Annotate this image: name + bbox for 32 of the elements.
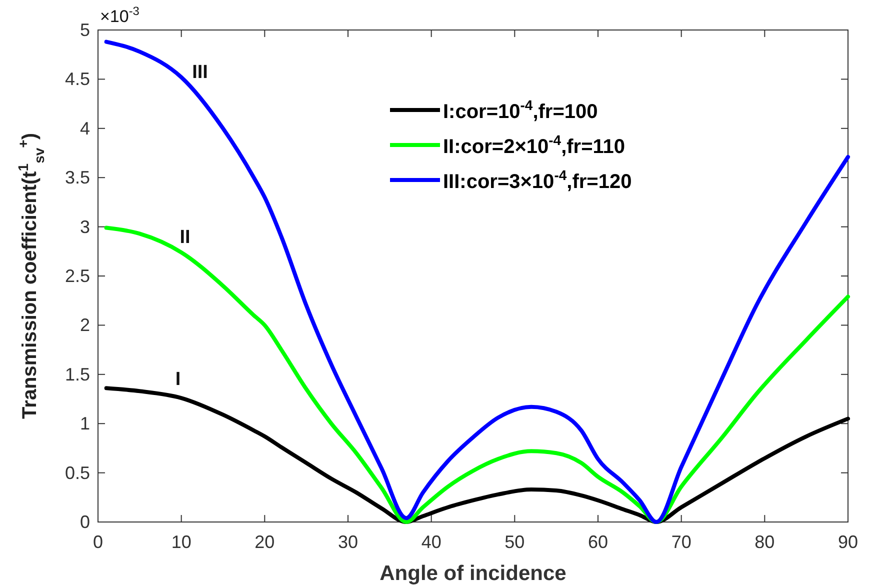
annotation: III xyxy=(192,62,208,83)
y-tick-label: 0.5 xyxy=(64,462,90,483)
x-tick-label: 50 xyxy=(504,532,525,552)
annotation: II xyxy=(180,227,190,248)
x-tick-label: 0 xyxy=(92,532,104,552)
x-tick-label: 90 xyxy=(838,532,858,552)
legend-label: III:cor=3×10$^{-4}$,fr=120 xyxy=(443,167,632,193)
y-tick-label: 1 xyxy=(80,414,90,434)
legend-label: I:cor=10$^{-4}$,fr=100 xyxy=(443,97,598,123)
annotation: I xyxy=(175,369,181,390)
x-tick-label: 30 xyxy=(338,532,358,552)
y-tick-label: 0 xyxy=(80,512,90,532)
text: ×10$^{-3}$ xyxy=(100,4,140,26)
x-tick-label: 40 xyxy=(421,532,442,552)
y-tick-label: 1.5 xyxy=(64,364,90,384)
x-tick-label: 20 xyxy=(254,532,275,552)
y-tick-label: 2 xyxy=(80,315,90,336)
y-tick-label: 3.5 xyxy=(64,168,90,188)
y-tick-label: 3 xyxy=(80,216,90,237)
line-series xyxy=(104,386,850,524)
y-tick-label: 5 xyxy=(80,20,90,40)
x-tick-label: 10 xyxy=(171,532,192,552)
line-series xyxy=(104,226,850,524)
y-tick-label: 4 xyxy=(80,118,90,138)
line-series xyxy=(104,40,850,524)
y-tick-label: 2.5 xyxy=(64,266,90,286)
legend-label: II:cor=2×10$^{-4}$,fr=110 xyxy=(443,132,626,158)
x-tick-label: 60 xyxy=(588,532,608,552)
y-tick-label: 4.5 xyxy=(64,69,90,90)
x-tick-label: 80 xyxy=(754,532,775,552)
x-axis-title: Angle of incidence xyxy=(380,562,566,585)
x-tick-label: 70 xyxy=(671,532,692,552)
